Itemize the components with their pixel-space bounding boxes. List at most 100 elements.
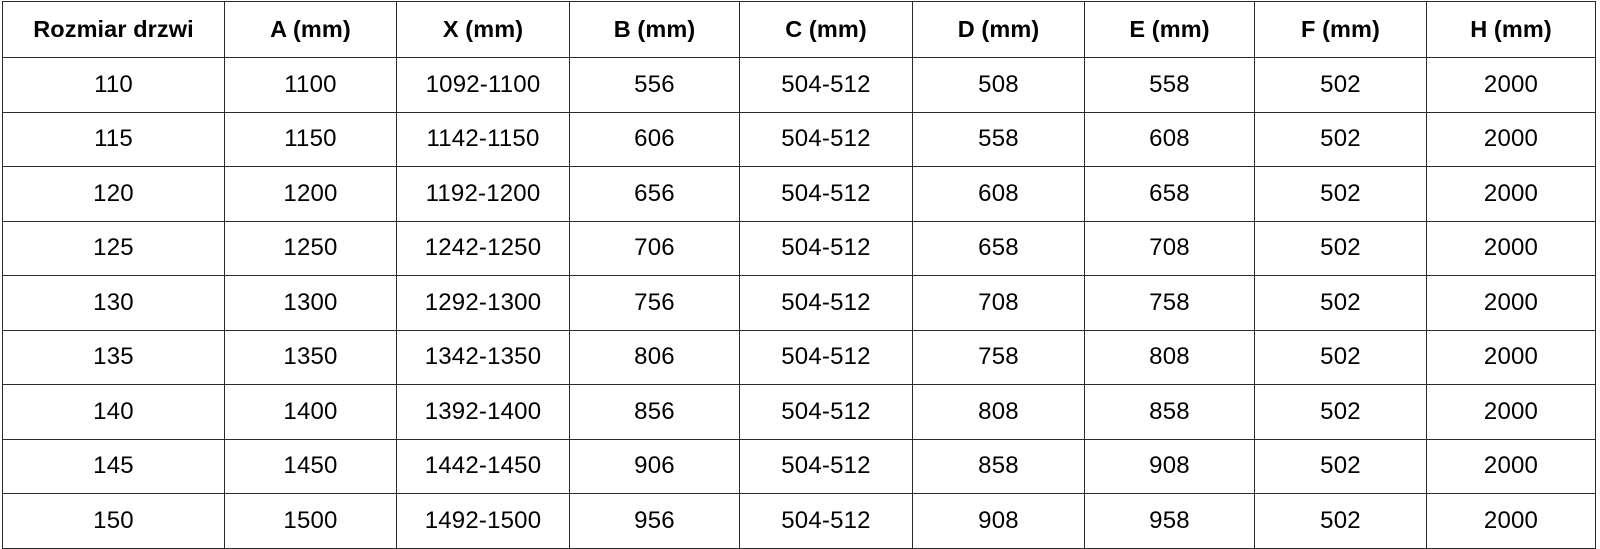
cell-h: 2000 <box>1426 329 1596 385</box>
column-header-c: C (mm) <box>739 1 913 58</box>
cell-rozmiar-drzwi: 130 <box>2 275 225 331</box>
table-row: 145 1450 1442-1450 906 504-512 858 908 5… <box>2 438 1596 494</box>
cell-f: 502 <box>1254 220 1427 276</box>
cell-h: 2000 <box>1426 384 1596 440</box>
table-row: 150 1500 1492-1500 956 504-512 908 958 5… <box>2 493 1596 549</box>
cell-rozmiar-drzwi: 150 <box>2 493 225 549</box>
column-header-rozmiar-drzwi: Rozmiar drzwi <box>2 1 225 58</box>
cell-h: 2000 <box>1426 111 1596 167</box>
cell-f: 502 <box>1254 438 1427 494</box>
cell-f: 502 <box>1254 57 1427 113</box>
cell-rozmiar-drzwi: 140 <box>2 384 225 440</box>
cell-d: 808 <box>912 384 1085 440</box>
cell-c: 504-512 <box>739 493 913 549</box>
cell-e: 608 <box>1084 111 1255 167</box>
cell-b: 756 <box>569 275 740 331</box>
cell-h: 2000 <box>1426 166 1596 222</box>
table-row: 115 1150 1142-1150 606 504-512 558 608 5… <box>2 111 1596 167</box>
cell-h: 2000 <box>1426 220 1596 276</box>
cell-a: 1200 <box>224 166 397 222</box>
column-header-x: X (mm) <box>396 1 570 58</box>
table-row: 125 1250 1242-1250 706 504-512 658 708 5… <box>2 220 1596 276</box>
cell-c: 504-512 <box>739 166 913 222</box>
cell-f: 502 <box>1254 493 1427 549</box>
column-header-b: B (mm) <box>569 1 740 58</box>
cell-d: 858 <box>912 438 1085 494</box>
column-header-e: E (mm) <box>1084 1 1255 58</box>
cell-x: 1142-1150 <box>396 111 570 167</box>
cell-f: 502 <box>1254 384 1427 440</box>
cell-e: 758 <box>1084 275 1255 331</box>
column-header-a: A (mm) <box>224 1 397 58</box>
cell-a: 1250 <box>224 220 397 276</box>
cell-rozmiar-drzwi: 120 <box>2 166 225 222</box>
cell-rozmiar-drzwi: 145 <box>2 438 225 494</box>
cell-e: 908 <box>1084 438 1255 494</box>
table-header-row: Rozmiar drzwi A (mm) X (mm) B (mm) C (mm… <box>2 1 1596 58</box>
cell-c: 504-512 <box>739 384 913 440</box>
cell-d: 758 <box>912 329 1085 385</box>
cell-d: 558 <box>912 111 1085 167</box>
cell-a: 1100 <box>224 57 397 113</box>
cell-d: 508 <box>912 57 1085 113</box>
table-header: Rozmiar drzwi A (mm) X (mm) B (mm) C (mm… <box>2 1 1596 58</box>
cell-x: 1442-1450 <box>396 438 570 494</box>
cell-c: 504-512 <box>739 275 913 331</box>
cell-h: 2000 <box>1426 438 1596 494</box>
table-row: 110 1100 1092-1100 556 504-512 508 558 5… <box>2 57 1596 113</box>
cell-b: 806 <box>569 329 740 385</box>
cell-a: 1300 <box>224 275 397 331</box>
cell-rozmiar-drzwi: 115 <box>2 111 225 167</box>
cell-e: 658 <box>1084 166 1255 222</box>
cell-rozmiar-drzwi: 125 <box>2 220 225 276</box>
cell-rozmiar-drzwi: 135 <box>2 329 225 385</box>
cell-e: 808 <box>1084 329 1255 385</box>
cell-a: 1400 <box>224 384 397 440</box>
cell-b: 656 <box>569 166 740 222</box>
cell-c: 504-512 <box>739 438 913 494</box>
cell-f: 502 <box>1254 329 1427 385</box>
cell-b: 706 <box>569 220 740 276</box>
cell-e: 708 <box>1084 220 1255 276</box>
cell-f: 502 <box>1254 166 1427 222</box>
table-row: 120 1200 1192-1200 656 504-512 608 658 5… <box>2 166 1596 222</box>
cell-b: 556 <box>569 57 740 113</box>
cell-b: 956 <box>569 493 740 549</box>
cell-h: 2000 <box>1426 275 1596 331</box>
table-row: 130 1300 1292-1300 756 504-512 708 758 5… <box>2 275 1596 331</box>
cell-f: 502 <box>1254 111 1427 167</box>
cell-c: 504-512 <box>739 111 913 167</box>
table-row: 135 1350 1342-1350 806 504-512 758 808 5… <box>2 329 1596 385</box>
cell-x: 1242-1250 <box>396 220 570 276</box>
cell-x: 1492-1500 <box>396 493 570 549</box>
cell-a: 1350 <box>224 329 397 385</box>
cell-x: 1392-1400 <box>396 384 570 440</box>
column-header-f: F (mm) <box>1254 1 1427 58</box>
cell-a: 1500 <box>224 493 397 549</box>
cell-d: 708 <box>912 275 1085 331</box>
cell-x: 1342-1350 <box>396 329 570 385</box>
cell-c: 504-512 <box>739 329 913 385</box>
cell-x: 1192-1200 <box>396 166 570 222</box>
column-header-h: H (mm) <box>1426 1 1596 58</box>
cell-h: 2000 <box>1426 493 1596 549</box>
cell-a: 1150 <box>224 111 397 167</box>
cell-e: 958 <box>1084 493 1255 549</box>
cell-b: 906 <box>569 438 740 494</box>
column-header-d: D (mm) <box>912 1 1085 58</box>
cell-c: 504-512 <box>739 57 913 113</box>
cell-x: 1092-1100 <box>396 57 570 113</box>
table-body: 110 1100 1092-1100 556 504-512 508 558 5… <box>2 57 1596 549</box>
cell-b: 606 <box>569 111 740 167</box>
cell-f: 502 <box>1254 275 1427 331</box>
cell-b: 856 <box>569 384 740 440</box>
cell-e: 858 <box>1084 384 1255 440</box>
cell-a: 1450 <box>224 438 397 494</box>
cell-d: 608 <box>912 166 1085 222</box>
cell-x: 1292-1300 <box>396 275 570 331</box>
table-row: 140 1400 1392-1400 856 504-512 808 858 5… <box>2 384 1596 440</box>
cell-d: 658 <box>912 220 1085 276</box>
cell-d: 908 <box>912 493 1085 549</box>
